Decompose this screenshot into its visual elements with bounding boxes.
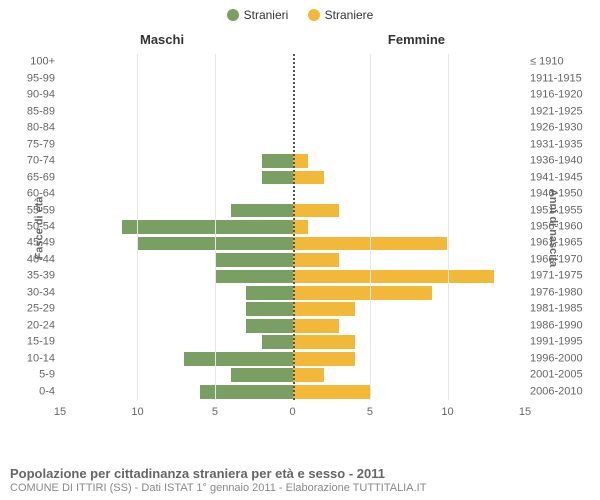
bar-male[interactable] <box>215 270 292 284</box>
bar-female[interactable] <box>293 220 309 234</box>
year-label: 1981-1985 <box>525 304 583 315</box>
year-label: 1986-1990 <box>525 320 583 331</box>
year-label: 1966-1970 <box>525 254 583 265</box>
x-tick-label: 15 <box>519 406 531 418</box>
age-label: 0-4 <box>39 386 60 397</box>
age-label: 45-49 <box>27 238 60 249</box>
column-title-female: Femmine <box>388 32 445 47</box>
age-label: 15-19 <box>27 337 60 348</box>
age-label: 80-84 <box>27 123 60 134</box>
legend-label-female: Straniere <box>325 8 374 22</box>
year-label: ≤ 1910 <box>525 57 564 68</box>
legend-item-male[interactable]: Stranieri <box>227 8 289 22</box>
bar-male[interactable] <box>231 204 293 218</box>
bar-male[interactable] <box>262 154 293 168</box>
age-label: 55-59 <box>27 205 60 216</box>
year-label: 1951-1955 <box>525 205 583 216</box>
x-tick-label: 10 <box>131 406 143 418</box>
bar-male[interactable] <box>215 253 292 267</box>
bar-female[interactable] <box>293 286 433 300</box>
zero-line <box>293 54 295 400</box>
legend-swatch-female <box>308 9 320 21</box>
age-label: 10-14 <box>27 353 60 364</box>
year-label: 1941-1945 <box>525 172 583 183</box>
age-label: 60-64 <box>27 189 60 200</box>
bar-female[interactable] <box>293 171 324 185</box>
bar-female[interactable] <box>293 154 309 168</box>
bar-female[interactable] <box>293 352 355 366</box>
age-label: 30-34 <box>27 287 60 298</box>
bar-male[interactable] <box>184 352 293 366</box>
x-tick-label: 5 <box>367 406 373 418</box>
chart-area: Maschi Femmine Fasce di età Anni di nasc… <box>10 28 590 428</box>
bar-male[interactable] <box>231 368 293 382</box>
year-label: 1921-1925 <box>525 106 583 117</box>
x-tick-label: 0 <box>289 406 295 418</box>
column-title-male: Maschi <box>140 32 184 47</box>
bar-female[interactable] <box>293 253 340 267</box>
bar-female[interactable] <box>293 270 495 284</box>
bar-female[interactable] <box>293 368 324 382</box>
age-label: 50-54 <box>27 221 60 232</box>
bar-female[interactable] <box>293 319 340 333</box>
year-label: 1956-1960 <box>525 221 583 232</box>
gridline <box>137 54 138 400</box>
bar-male[interactable] <box>200 385 293 399</box>
x-tick-label: 15 <box>54 406 66 418</box>
caption-title: Popolazione per cittadinanza straniera p… <box>10 466 590 481</box>
age-label: 90-94 <box>27 90 60 101</box>
plot-area: 100+≤ 191095-991911-191590-941916-192085… <box>60 54 525 400</box>
year-label: 2001-2005 <box>525 370 583 381</box>
caption: Popolazione per cittadinanza straniera p… <box>10 466 590 494</box>
bar-female[interactable] <box>293 204 340 218</box>
gridline <box>448 54 449 400</box>
bar-male[interactable] <box>262 335 293 349</box>
age-label: 65-69 <box>27 172 60 183</box>
year-label: 1931-1935 <box>525 139 583 150</box>
year-label: 1926-1930 <box>525 123 583 134</box>
bar-male[interactable] <box>246 286 293 300</box>
age-label: 25-29 <box>27 304 60 315</box>
age-label: 70-74 <box>27 156 60 167</box>
year-label: 1996-2000 <box>525 353 583 364</box>
age-label: 95-99 <box>27 73 60 84</box>
gridline <box>370 54 371 400</box>
age-label: 100+ <box>30 57 60 68</box>
year-label: 1911-1915 <box>525 73 582 84</box>
bar-male[interactable] <box>122 220 293 234</box>
year-label: 1936-1940 <box>525 156 583 167</box>
age-label: 20-24 <box>27 320 60 331</box>
year-label: 1916-1920 <box>525 90 583 101</box>
age-label: 75-79 <box>27 139 60 150</box>
legend-swatch-male <box>227 9 239 21</box>
year-label: 1976-1980 <box>525 287 583 298</box>
bar-male[interactable] <box>246 319 293 333</box>
age-label: 35-39 <box>27 271 60 282</box>
year-label: 1991-1995 <box>525 337 583 348</box>
x-tick-label: 10 <box>441 406 453 418</box>
legend-item-female[interactable]: Straniere <box>308 8 374 22</box>
bar-male[interactable] <box>262 171 293 185</box>
gridline <box>215 54 216 400</box>
age-label: 5-9 <box>39 370 60 381</box>
age-label: 85-89 <box>27 106 60 117</box>
x-tick-label: 5 <box>212 406 218 418</box>
bar-female[interactable] <box>293 385 370 399</box>
caption-subtitle: COMUNE DI ITTIRI (SS) - Dati ISTAT 1° ge… <box>10 482 590 494</box>
bar-male[interactable] <box>246 302 293 316</box>
year-label: 1946-1950 <box>525 189 583 200</box>
bar-female[interactable] <box>293 302 355 316</box>
year-label: 1971-1975 <box>525 271 583 282</box>
legend: Stranieri Straniere <box>10 8 590 24</box>
year-label: 1961-1965 <box>525 238 583 249</box>
legend-label-male: Stranieri <box>244 8 289 22</box>
year-label: 2006-2010 <box>525 386 583 397</box>
age-label: 40-44 <box>27 254 60 265</box>
bar-female[interactable] <box>293 335 355 349</box>
